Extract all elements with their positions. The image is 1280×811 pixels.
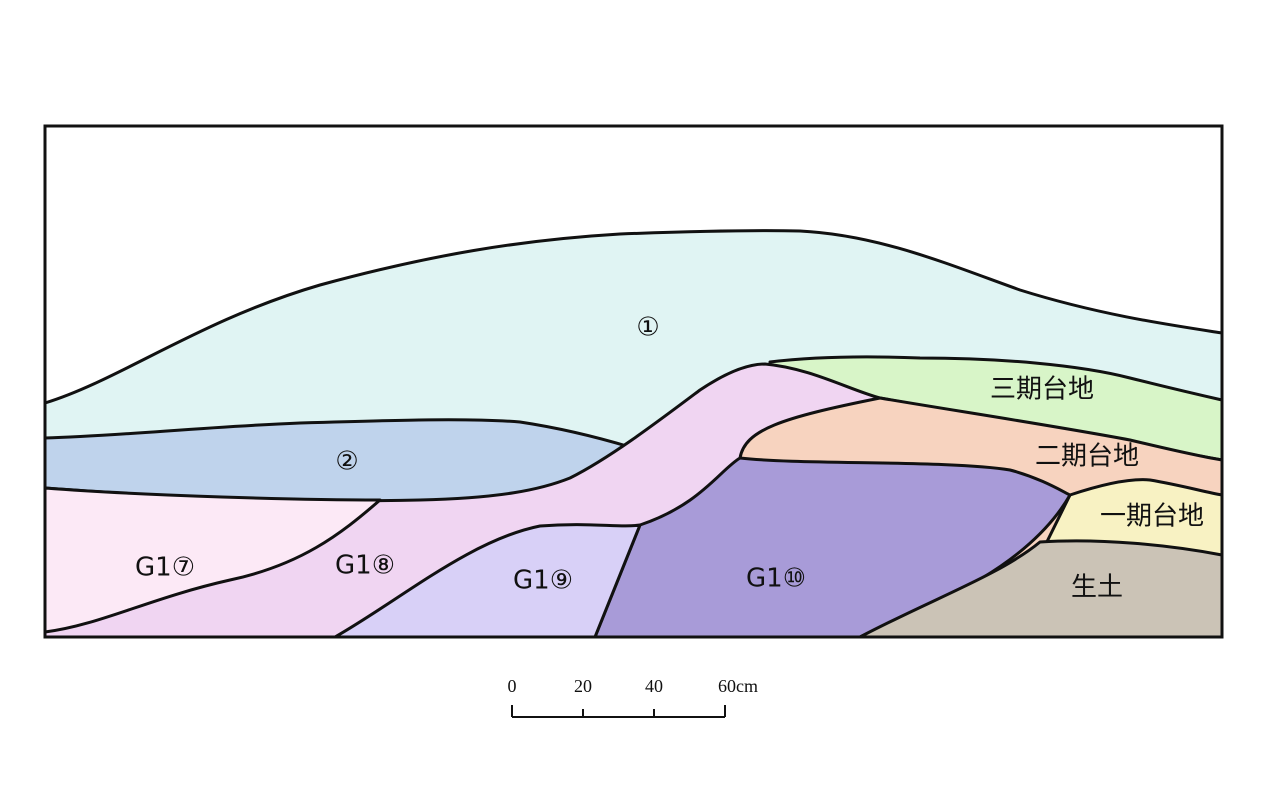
layer-g1-9 [333,523,642,639]
scale-label: 20 [574,676,592,696]
layer-label: 一期台地 [1100,502,1204,532]
layer-label: ① [636,313,659,343]
layer-label: G1⑩ [746,564,806,594]
layer-label: 三期台地 [990,375,1094,405]
scale-label: 0 [508,676,517,696]
layer-g1-7 [43,486,382,634]
layer-label: G1⑧ [335,551,395,581]
layers [43,229,1224,639]
scale-bar [511,705,726,718]
layer-natural-soil [858,539,1224,639]
layer-label: G1⑦ [135,553,195,583]
scale-label: 40 [645,676,663,696]
scale-label: 60cm [718,676,758,696]
frame [43,124,1224,639]
layer-label: G1⑨ [513,566,573,596]
layer-label: 生土 [1071,573,1123,603]
layer-label: 二期台地 [1035,442,1139,472]
layer-label: ② [335,447,358,477]
